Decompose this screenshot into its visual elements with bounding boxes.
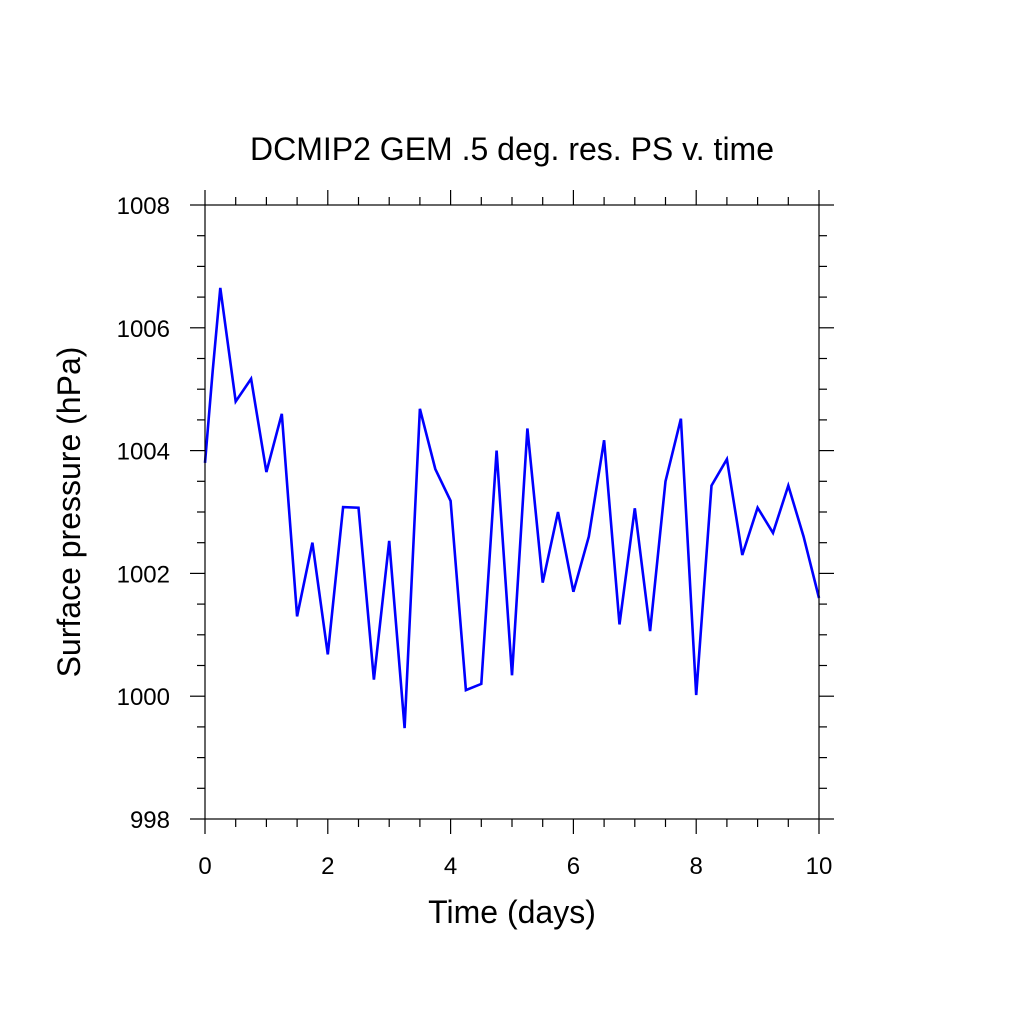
y-tick-label: 1002 <box>117 561 170 588</box>
series-line <box>203 287 821 729</box>
y-tick-label: 1006 <box>117 316 170 343</box>
x-tick-labels: 0 2 4 6 8 10 <box>198 853 832 880</box>
y-tick-labels: 998 1000 1002 1004 1006 1008 <box>117 193 170 834</box>
chart-title: DCMIP2 GEM .5 deg. res. PS v. time <box>250 131 774 167</box>
plot-frame <box>204 204 820 820</box>
y-tick-label: 1000 <box>117 684 170 711</box>
x-tick-label: 0 <box>198 853 211 880</box>
x-tick-label: 8 <box>690 853 703 880</box>
x-tick-label: 4 <box>444 853 457 880</box>
tick-marks <box>190 190 834 834</box>
x-tick-label: 2 <box>321 853 334 880</box>
y-tick-label: 1004 <box>117 439 170 466</box>
x-tick-label: 6 <box>567 853 580 880</box>
y-tick-label: 1008 <box>117 193 170 220</box>
x-tick-label: 10 <box>806 853 833 880</box>
x-axis-label: Time (days) <box>428 894 596 930</box>
y-axis-label: Surface pressure (hPa) <box>51 347 87 678</box>
y-tick-label: 998 <box>130 807 170 834</box>
series-layer <box>203 287 821 729</box>
